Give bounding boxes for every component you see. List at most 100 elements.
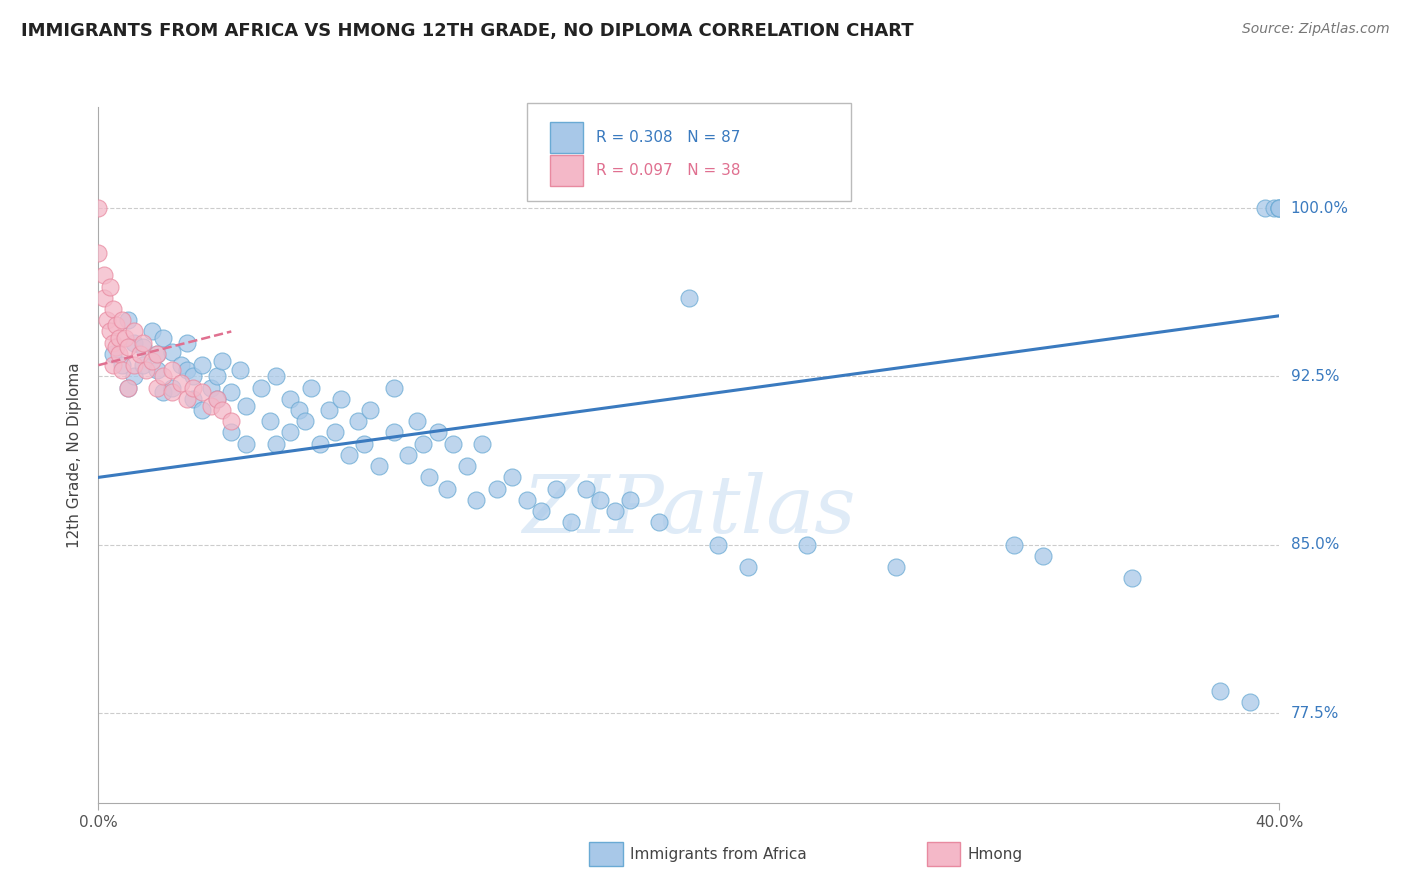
Point bbox=[288, 403, 311, 417]
Point bbox=[229, 362, 252, 376]
Text: R = 0.097   N = 38: R = 0.097 N = 38 bbox=[596, 163, 741, 178]
Point bbox=[619, 492, 641, 507]
Point bbox=[132, 358, 155, 372]
Point bbox=[299, 381, 322, 395]
Point bbox=[117, 381, 139, 395]
Point bbox=[589, 492, 612, 507]
Point bbox=[122, 369, 145, 384]
Text: 100.0%: 100.0% bbox=[1291, 201, 1348, 216]
Text: R = 0.308   N = 87: R = 0.308 N = 87 bbox=[596, 130, 741, 145]
Point bbox=[122, 358, 145, 372]
Point bbox=[323, 425, 346, 440]
Point bbox=[170, 376, 193, 390]
Point bbox=[707, 538, 730, 552]
Point bbox=[1032, 549, 1054, 563]
Point bbox=[117, 381, 139, 395]
Point bbox=[264, 436, 287, 450]
Point bbox=[337, 448, 360, 462]
Point bbox=[560, 515, 582, 529]
Point bbox=[884, 560, 907, 574]
Point bbox=[353, 436, 375, 450]
Point bbox=[211, 353, 233, 368]
Point bbox=[796, 538, 818, 552]
Point bbox=[456, 459, 478, 474]
Point bbox=[427, 425, 450, 440]
Point bbox=[141, 325, 163, 339]
Point bbox=[1209, 683, 1232, 698]
Point bbox=[152, 331, 174, 345]
Point bbox=[191, 385, 214, 400]
Point bbox=[108, 331, 131, 345]
Point bbox=[98, 325, 121, 339]
Point bbox=[152, 385, 174, 400]
Point bbox=[170, 358, 193, 372]
Point bbox=[114, 331, 136, 345]
Point bbox=[294, 414, 316, 428]
Point bbox=[162, 362, 183, 376]
Point bbox=[211, 403, 233, 417]
Point bbox=[250, 381, 273, 395]
Point bbox=[176, 335, 198, 350]
Point bbox=[278, 425, 302, 440]
Point bbox=[103, 335, 125, 350]
Point bbox=[93, 268, 115, 283]
Point bbox=[181, 369, 204, 384]
Point bbox=[436, 482, 458, 496]
Point bbox=[162, 344, 183, 359]
Point bbox=[515, 492, 537, 507]
Point bbox=[465, 492, 488, 507]
Point bbox=[441, 436, 464, 450]
Point bbox=[544, 482, 567, 496]
Point bbox=[309, 436, 332, 450]
Point bbox=[87, 246, 110, 260]
Point bbox=[103, 347, 125, 361]
Point bbox=[264, 369, 287, 384]
Text: Source: ZipAtlas.com: Source: ZipAtlas.com bbox=[1241, 22, 1389, 37]
Text: 77.5%: 77.5% bbox=[1291, 706, 1339, 721]
Point bbox=[1263, 201, 1285, 215]
Point bbox=[678, 291, 700, 305]
Point bbox=[259, 414, 281, 428]
Point bbox=[191, 403, 214, 417]
Text: Immigrants from Africa: Immigrants from Africa bbox=[630, 847, 807, 862]
Point bbox=[191, 358, 214, 372]
Point bbox=[117, 340, 139, 354]
Point bbox=[87, 201, 110, 215]
Point bbox=[235, 436, 257, 450]
Text: 92.5%: 92.5% bbox=[1291, 369, 1339, 384]
Point bbox=[128, 347, 150, 361]
Point bbox=[146, 381, 169, 395]
Point bbox=[205, 369, 228, 384]
Point bbox=[501, 470, 523, 484]
Point bbox=[1121, 571, 1143, 585]
Point bbox=[132, 335, 155, 350]
Text: 85.0%: 85.0% bbox=[1291, 537, 1339, 552]
Point bbox=[648, 515, 671, 529]
Point bbox=[162, 381, 183, 395]
Point bbox=[141, 353, 163, 368]
Point bbox=[219, 385, 242, 400]
Point bbox=[219, 414, 242, 428]
Point bbox=[471, 436, 494, 450]
Point bbox=[111, 362, 134, 376]
Point bbox=[396, 448, 419, 462]
Text: Hmong: Hmong bbox=[967, 847, 1022, 862]
Point bbox=[368, 459, 391, 474]
Point bbox=[200, 381, 222, 395]
Point bbox=[146, 347, 169, 361]
Y-axis label: 12th Grade, No Diploma: 12th Grade, No Diploma bbox=[67, 362, 83, 548]
Point bbox=[382, 425, 405, 440]
Point bbox=[111, 313, 134, 327]
Point bbox=[122, 325, 145, 339]
Point bbox=[359, 403, 381, 417]
Point bbox=[205, 392, 228, 406]
Point bbox=[105, 340, 128, 354]
Point bbox=[162, 385, 183, 400]
Point bbox=[329, 392, 352, 406]
Point bbox=[486, 482, 509, 496]
Point bbox=[318, 403, 340, 417]
Point bbox=[96, 313, 118, 327]
Point bbox=[205, 392, 228, 406]
Point bbox=[418, 470, 440, 484]
Point bbox=[132, 340, 155, 354]
